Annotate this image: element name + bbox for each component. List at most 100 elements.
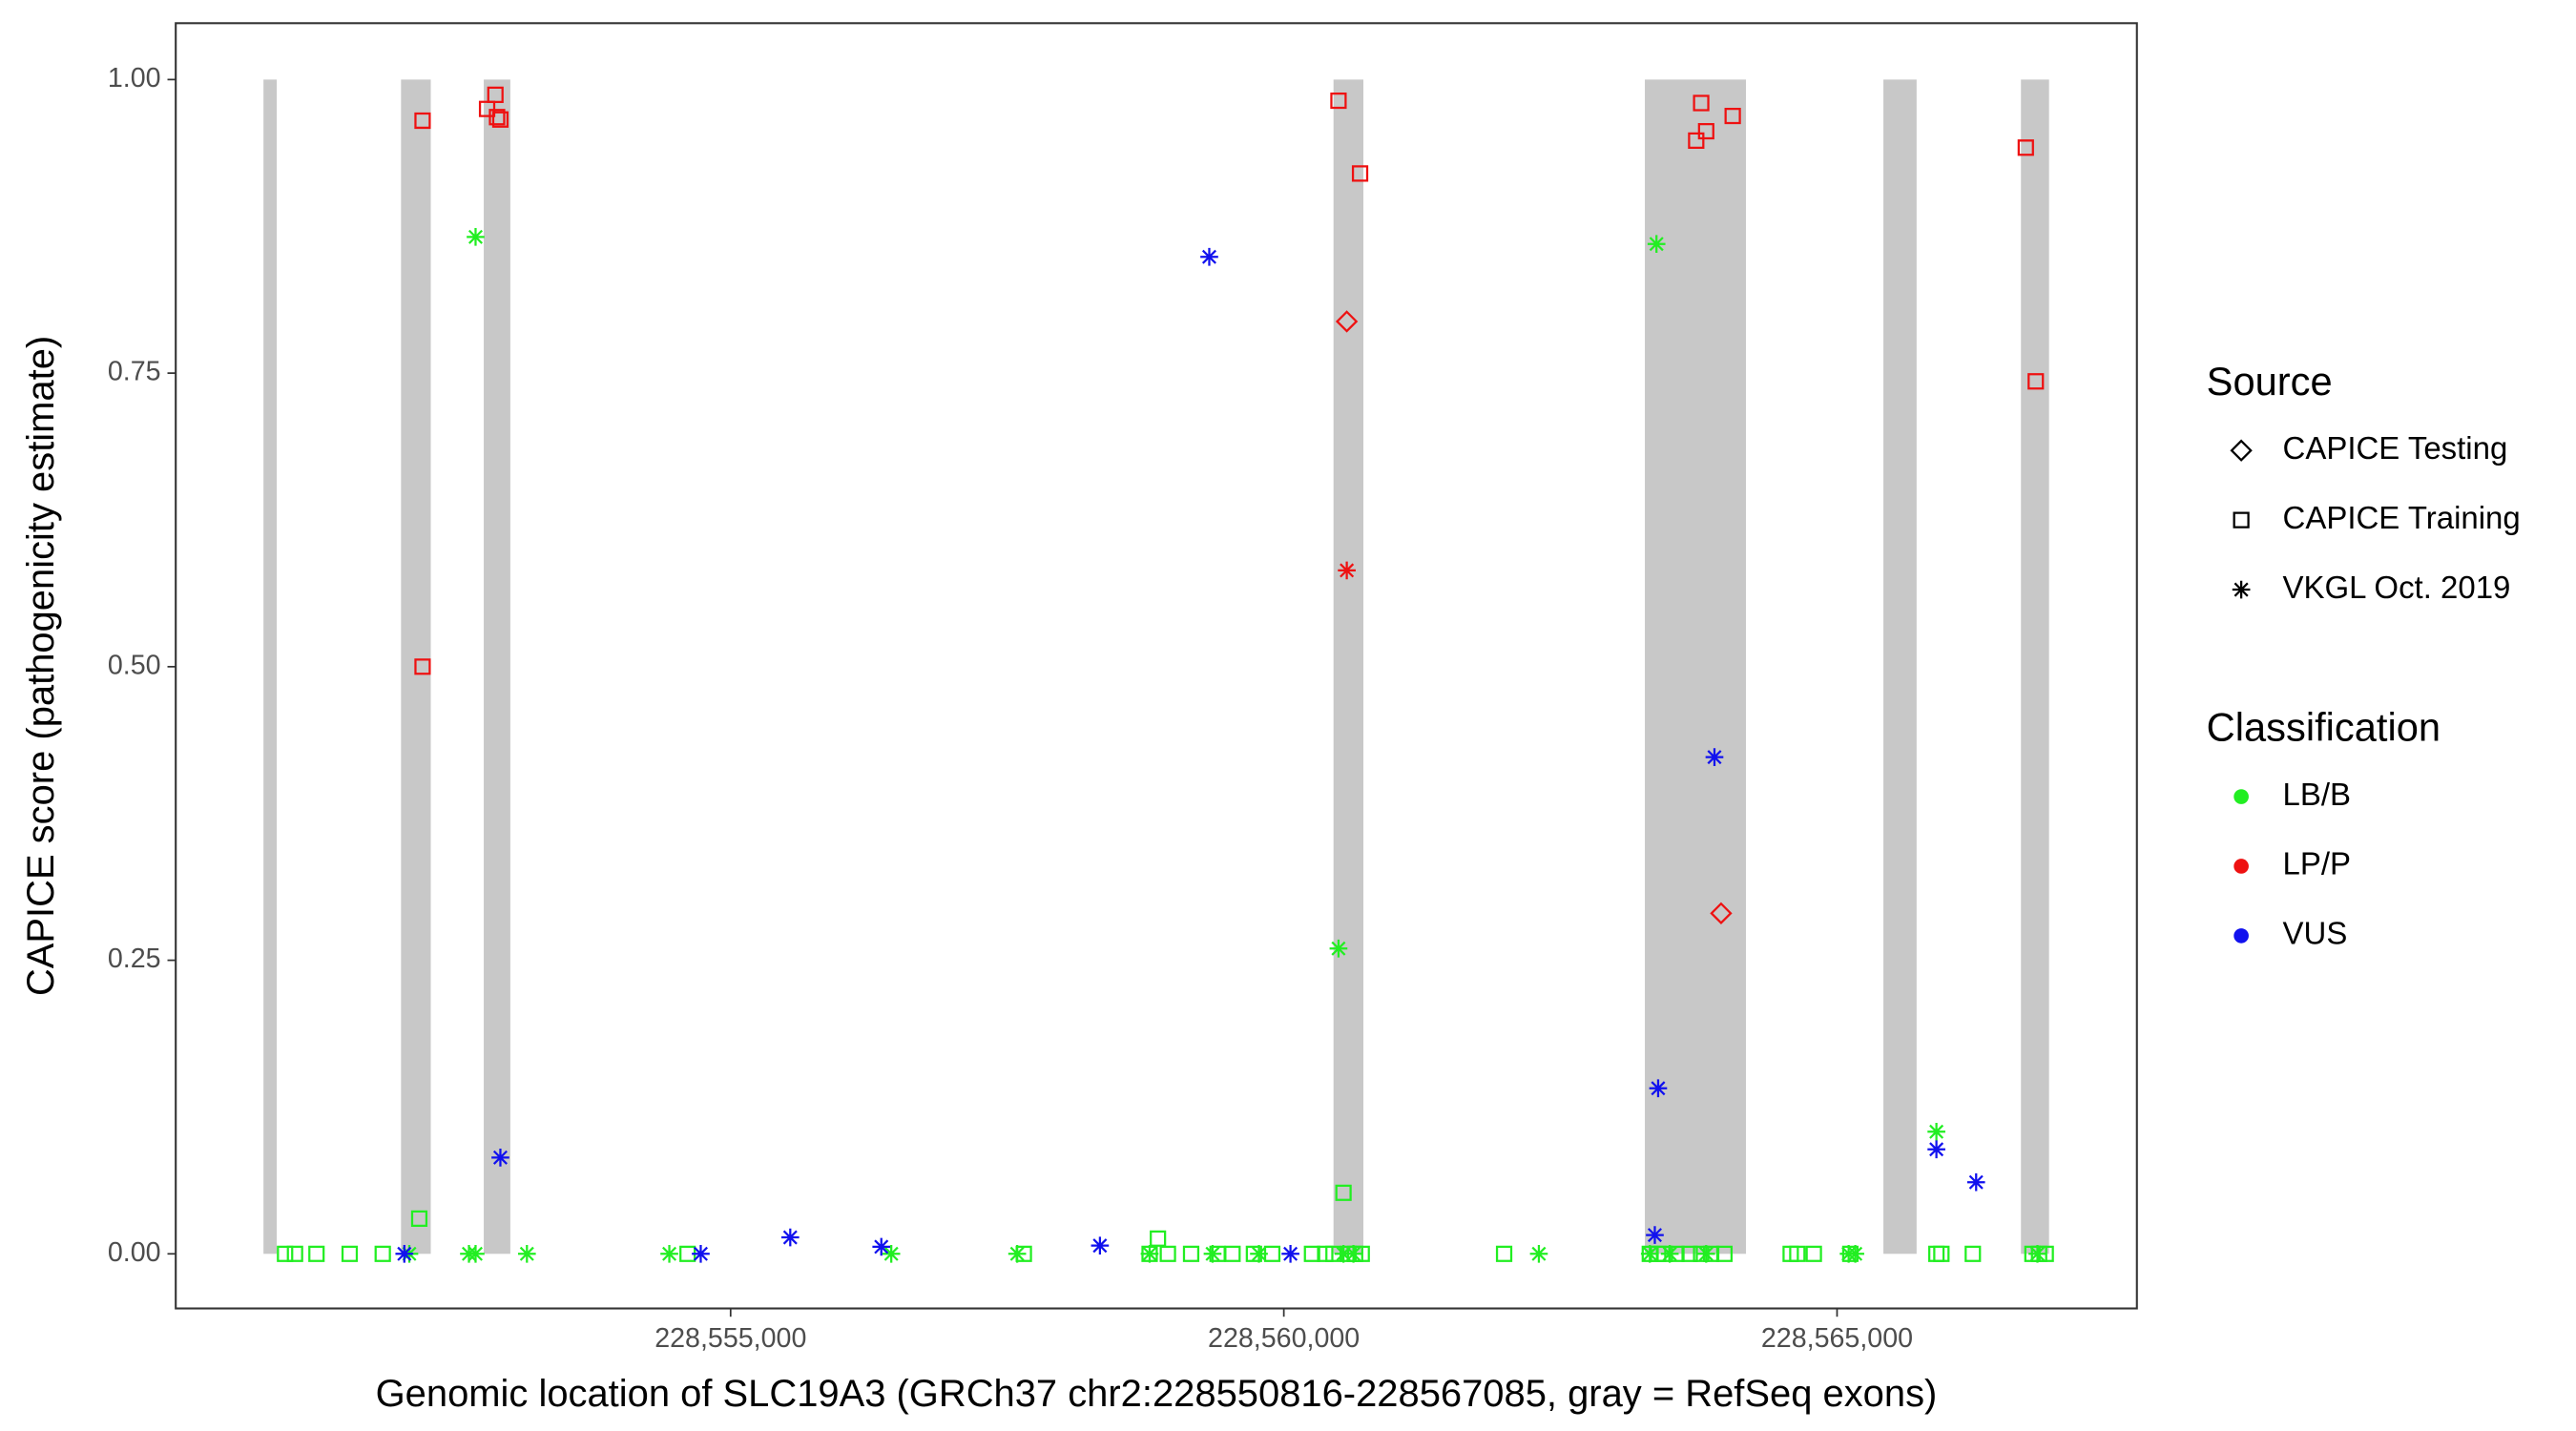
point bbox=[1640, 1244, 1659, 1263]
exon bbox=[2021, 79, 2049, 1255]
exon bbox=[1645, 79, 1747, 1255]
legend-symbol bbox=[2233, 928, 2249, 944]
point bbox=[1696, 1244, 1715, 1263]
point bbox=[491, 1149, 509, 1167]
legend-label: VKGL Oct. 2019 bbox=[2283, 570, 2511, 605]
y-axis-title: CAPICE score (pathogenicity estimate) bbox=[20, 336, 62, 996]
point bbox=[692, 1244, 710, 1263]
x-axis-title: Genomic location of SLC19A3 (GRCh37 chr2… bbox=[376, 1373, 1938, 1415]
legend-symbol bbox=[2230, 439, 2253, 462]
point bbox=[1338, 561, 1356, 580]
point bbox=[1964, 1245, 1982, 1262]
point bbox=[1344, 1244, 1362, 1263]
point bbox=[1335, 1184, 1352, 1201]
point bbox=[414, 658, 431, 675]
point bbox=[1927, 1140, 1945, 1159]
point bbox=[660, 1244, 678, 1263]
point bbox=[1693, 94, 1710, 112]
point bbox=[1715, 1245, 1734, 1262]
point bbox=[410, 1210, 428, 1227]
point bbox=[286, 1245, 303, 1262]
point bbox=[1966, 1172, 1985, 1192]
legend-symbol bbox=[2233, 789, 2249, 804]
point bbox=[1335, 310, 1359, 333]
point bbox=[467, 1244, 485, 1263]
plot-frame bbox=[175, 22, 2138, 1310]
point bbox=[1250, 1244, 1268, 1263]
legend-title: Classification bbox=[2207, 705, 2441, 750]
point bbox=[2037, 1245, 2054, 1262]
legend-label: LB/B bbox=[2283, 777, 2351, 812]
point bbox=[487, 86, 504, 103]
point bbox=[1091, 1236, 1110, 1255]
point bbox=[1200, 247, 1218, 266]
point bbox=[1649, 1079, 1668, 1098]
point bbox=[1263, 1245, 1281, 1262]
legend-label: CAPICE Testing bbox=[2283, 430, 2508, 466]
point bbox=[1330, 92, 1347, 110]
point bbox=[780, 1228, 800, 1247]
legend-title: Source bbox=[2207, 359, 2333, 404]
point bbox=[1846, 1244, 1864, 1263]
y-tick-label: 0.50 bbox=[108, 650, 161, 680]
y-tick-label: 1.00 bbox=[108, 63, 161, 93]
y-tick-label: 0.75 bbox=[108, 357, 161, 387]
x-tick-label: 228,560,000 bbox=[1208, 1323, 1360, 1354]
point bbox=[1697, 122, 1714, 140]
legend-label: CAPICE Training bbox=[2283, 500, 2521, 535]
point bbox=[308, 1245, 325, 1262]
point bbox=[1705, 748, 1724, 766]
y-tick-label: 0.25 bbox=[108, 944, 161, 974]
point bbox=[1140, 1244, 1159, 1263]
x-tick-label: 228,555,000 bbox=[654, 1323, 806, 1354]
point bbox=[1334, 1244, 1353, 1263]
point bbox=[341, 1245, 359, 1262]
exon bbox=[484, 79, 510, 1255]
point bbox=[467, 227, 485, 246]
point bbox=[1529, 1244, 1548, 1263]
point bbox=[1724, 107, 1741, 125]
legend-symbol bbox=[2233, 859, 2249, 874]
exon bbox=[1883, 79, 1917, 1255]
point bbox=[374, 1245, 391, 1262]
point bbox=[1927, 1122, 1945, 1141]
y-tick-label: 0.00 bbox=[108, 1237, 161, 1268]
point bbox=[1182, 1245, 1200, 1262]
point bbox=[679, 1245, 696, 1262]
legend-label: LP/P bbox=[2283, 846, 2351, 881]
exon bbox=[1333, 79, 1364, 1255]
point bbox=[1203, 1244, 1222, 1263]
point bbox=[1141, 1245, 1158, 1262]
point bbox=[488, 109, 506, 126]
point bbox=[1015, 1245, 1032, 1262]
point bbox=[1281, 1244, 1299, 1263]
point bbox=[1351, 165, 1369, 182]
point bbox=[882, 1244, 901, 1263]
x-tick-label: 228,565,000 bbox=[1761, 1323, 1913, 1354]
legend-symbol bbox=[2232, 580, 2251, 599]
point bbox=[872, 1237, 891, 1256]
point bbox=[1224, 1245, 1241, 1262]
point bbox=[2027, 373, 2045, 390]
point bbox=[1805, 1245, 1822, 1262]
point bbox=[1933, 1245, 1950, 1262]
point bbox=[1646, 1226, 1664, 1244]
legend-symbol bbox=[2233, 511, 2250, 529]
legend-label: VUS bbox=[2283, 916, 2348, 951]
point bbox=[414, 112, 431, 130]
point bbox=[1329, 939, 1348, 958]
point bbox=[2017, 139, 2034, 156]
point bbox=[1353, 1245, 1370, 1262]
point bbox=[1495, 1245, 1513, 1262]
point bbox=[1245, 1245, 1262, 1262]
point bbox=[395, 1244, 414, 1263]
point bbox=[2028, 1244, 2046, 1263]
point bbox=[1841, 1245, 1859, 1262]
point bbox=[1159, 1245, 1176, 1262]
point bbox=[491, 111, 509, 128]
point bbox=[1710, 902, 1733, 925]
point bbox=[1789, 1245, 1806, 1262]
